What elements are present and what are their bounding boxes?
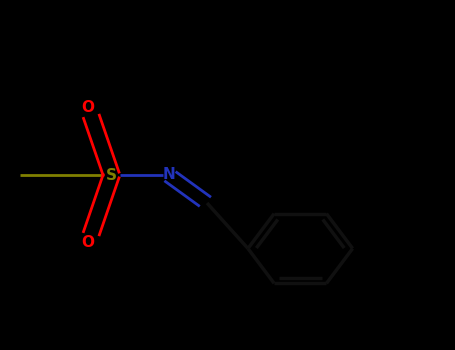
Text: N: N xyxy=(163,167,176,182)
Text: S: S xyxy=(106,168,117,182)
Text: O: O xyxy=(81,235,94,250)
Text: O: O xyxy=(81,100,94,115)
